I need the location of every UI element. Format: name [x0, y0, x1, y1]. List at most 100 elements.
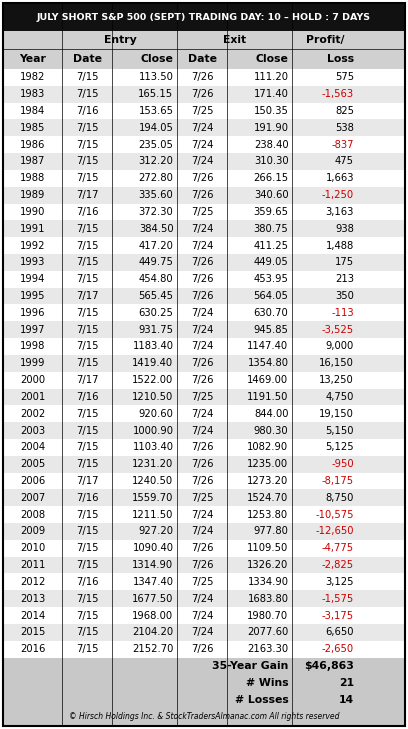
Text: 2005: 2005: [20, 459, 45, 469]
Text: 350: 350: [335, 291, 354, 301]
Text: 2163.30: 2163.30: [247, 644, 288, 654]
Text: 7/26: 7/26: [191, 190, 213, 200]
Text: 575: 575: [335, 72, 354, 82]
Text: 2008: 2008: [20, 510, 45, 520]
Text: 7/15: 7/15: [76, 644, 98, 654]
Text: 165.15: 165.15: [138, 89, 173, 99]
Text: $46,863: $46,863: [304, 661, 354, 671]
Text: 1985: 1985: [20, 123, 45, 133]
Text: 310.30: 310.30: [254, 157, 288, 166]
Text: 213: 213: [335, 274, 354, 284]
Text: 564.05: 564.05: [253, 291, 288, 301]
Text: 454.80: 454.80: [139, 274, 173, 284]
Text: 7/15: 7/15: [76, 459, 98, 469]
Bar: [3, 86, 405, 103]
Text: 1987: 1987: [20, 157, 45, 166]
Text: 1273.20: 1273.20: [247, 476, 288, 486]
Text: 7/15: 7/15: [76, 324, 98, 335]
Text: -2,825: -2,825: [322, 560, 354, 570]
Bar: [3, 237, 405, 254]
Text: 1419.40: 1419.40: [132, 358, 173, 368]
Text: 1231.20: 1231.20: [132, 459, 173, 469]
Text: 1999: 1999: [20, 358, 46, 368]
Text: 7/16: 7/16: [76, 493, 98, 503]
Text: 7/15: 7/15: [76, 341, 98, 351]
Bar: [3, 170, 405, 187]
Text: 7/25: 7/25: [191, 207, 213, 217]
Text: 7/15: 7/15: [76, 241, 98, 251]
Text: 7/26: 7/26: [191, 89, 213, 99]
Text: 7/15: 7/15: [76, 510, 98, 520]
Text: -8,175: -8,175: [322, 476, 354, 486]
Text: 2010: 2010: [20, 543, 45, 553]
Text: 2016: 2016: [20, 644, 45, 654]
Text: 1090.40: 1090.40: [133, 543, 173, 553]
Text: 7/15: 7/15: [76, 257, 98, 268]
Text: 7/17: 7/17: [76, 291, 98, 301]
Text: 16,150: 16,150: [319, 358, 354, 368]
Text: Date: Date: [188, 54, 217, 64]
Text: 7/25: 7/25: [191, 493, 213, 503]
Text: 7/15: 7/15: [76, 610, 98, 620]
Bar: [3, 153, 405, 170]
Text: 238.40: 238.40: [254, 140, 288, 149]
Text: 194.05: 194.05: [139, 123, 173, 133]
Text: 1559.70: 1559.70: [132, 493, 173, 503]
Text: 7/15: 7/15: [76, 409, 98, 418]
Text: 7/26: 7/26: [191, 543, 213, 553]
Text: 5,150: 5,150: [326, 426, 354, 435]
Text: 171.40: 171.40: [253, 89, 288, 99]
Text: 1347.40: 1347.40: [133, 577, 173, 587]
Text: 1000.90: 1000.90: [133, 426, 173, 435]
Bar: [3, 489, 405, 506]
Text: -3,525: -3,525: [322, 324, 354, 335]
Text: 7/24: 7/24: [191, 157, 213, 166]
Text: 2015: 2015: [20, 628, 45, 637]
Text: Profit/: Profit/: [306, 35, 344, 45]
Text: 630.25: 630.25: [139, 308, 173, 318]
Text: 7/26: 7/26: [191, 174, 213, 183]
Text: 1989: 1989: [20, 190, 45, 200]
Text: 1354.80: 1354.80: [247, 358, 288, 368]
Bar: [3, 103, 405, 120]
Bar: [3, 658, 405, 674]
Text: 1326.20: 1326.20: [247, 560, 288, 570]
Text: 7/16: 7/16: [76, 392, 98, 402]
Bar: [3, 422, 405, 439]
Text: 1990: 1990: [20, 207, 45, 217]
Text: 1996: 1996: [20, 308, 46, 318]
Text: 7/25: 7/25: [191, 577, 213, 587]
Text: 384.50: 384.50: [139, 224, 173, 234]
Text: 2001: 2001: [20, 392, 45, 402]
Bar: [3, 540, 405, 557]
Text: 340.60: 340.60: [254, 190, 288, 200]
Text: 2002: 2002: [20, 409, 45, 418]
Text: 927.20: 927.20: [138, 526, 173, 537]
Text: 35-Year Gain: 35-Year Gain: [212, 661, 288, 671]
Text: 7/15: 7/15: [76, 426, 98, 435]
Text: 111.20: 111.20: [253, 72, 288, 82]
Text: 7/15: 7/15: [76, 308, 98, 318]
Text: 7/15: 7/15: [76, 560, 98, 570]
Text: 2012: 2012: [20, 577, 45, 587]
Text: 1469.00: 1469.00: [247, 375, 288, 385]
Text: 3,125: 3,125: [326, 577, 354, 587]
Text: 1103.40: 1103.40: [133, 443, 173, 453]
Text: Close: Close: [141, 54, 173, 64]
Text: 6,650: 6,650: [326, 628, 354, 637]
Text: 7/26: 7/26: [191, 560, 213, 570]
Text: 2011: 2011: [20, 560, 45, 570]
Text: 312.20: 312.20: [139, 157, 173, 166]
Bar: [3, 220, 405, 237]
Text: 1998: 1998: [20, 341, 45, 351]
Text: 1997: 1997: [20, 324, 46, 335]
Text: 931.75: 931.75: [138, 324, 173, 335]
Text: 7/26: 7/26: [191, 644, 213, 654]
Text: -837: -837: [331, 140, 354, 149]
Text: 938: 938: [335, 224, 354, 234]
Text: 1991: 1991: [20, 224, 46, 234]
Text: 7/24: 7/24: [191, 140, 213, 149]
Text: 380.75: 380.75: [254, 224, 288, 234]
Text: 7/15: 7/15: [76, 274, 98, 284]
Text: 7/25: 7/25: [191, 392, 213, 402]
